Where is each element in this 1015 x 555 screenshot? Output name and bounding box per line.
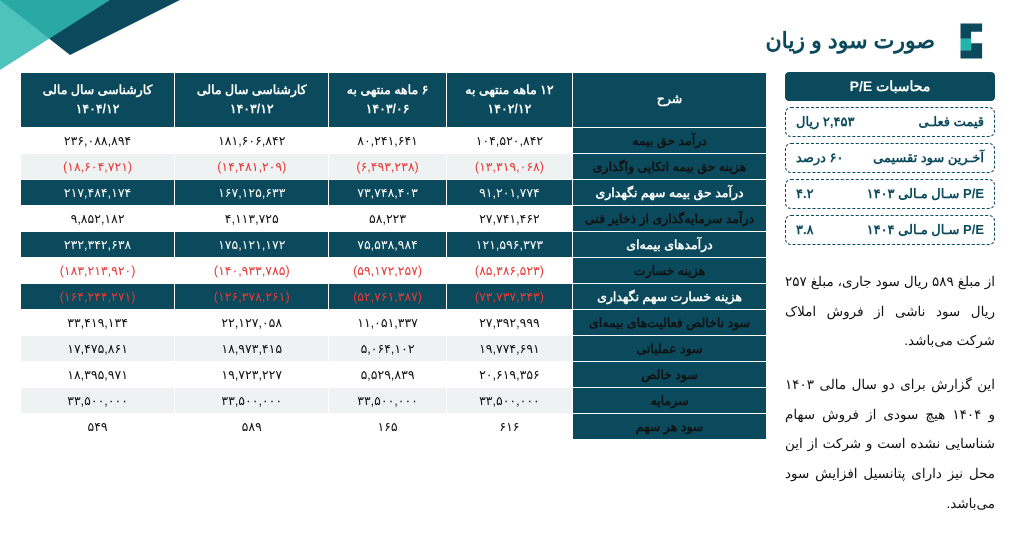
cell-value: ۱۸۱,۶۰۶,۸۴۲ xyxy=(175,127,329,153)
column-header: کارشناسی سال مالی۱۴۰۳/۱۲ xyxy=(175,73,329,128)
cell-value: ۱۹,۷۷۴,۶۹۱ xyxy=(446,335,572,361)
row-description: هزینه حق بیمه اتکایی واگذاری xyxy=(573,153,767,179)
cell-value: ۲۱۷,۴۸۴,۱۷۴ xyxy=(21,179,175,205)
cell-value: ۲۷,۷۴۱,۴۶۲ xyxy=(446,205,572,231)
cell-value: ۵۸۹ xyxy=(175,413,329,439)
cell-value: ۱۹,۷۲۳,۲۲۷ xyxy=(175,361,329,387)
cell-value: (۱۸۳,۲۱۳,۹۲۰) xyxy=(21,257,175,283)
cell-value: ۱۱,۰۵۱,۳۳۷ xyxy=(329,309,447,335)
cell-value: ۱۰۴,۵۲۰,۸۴۲ xyxy=(446,127,572,153)
table-row: هزینه حق بیمه اتکایی واگذاری(۱۳,۳۱۹,۰۶۸)… xyxy=(21,153,767,179)
row-description: درآمدهای بیمه‌ای xyxy=(573,231,767,257)
column-header: ۶ ماهه منتهی به۱۴۰۳/۰۶ xyxy=(329,73,447,128)
cell-value: ۱۷,۴۷۵,۸۶۱ xyxy=(21,335,175,361)
cell-value: ۳۳,۴۱۹,۱۳۴ xyxy=(21,309,175,335)
table-row: سود خالص۲۰,۶۱۹,۳۵۶۵,۵۲۹,۸۳۹۱۹,۷۲۳,۲۲۷۱۸,… xyxy=(21,361,767,387)
cell-value: (۱۸,۶۰۴,۷۲۱) xyxy=(21,153,175,179)
pe-value: ۳.۸ xyxy=(796,222,814,238)
cell-value: ۷۳,۷۴۸,۴۰۳ xyxy=(329,179,447,205)
company-logo-icon xyxy=(949,18,995,64)
cell-value: ۴,۱۱۳,۷۲۵ xyxy=(175,205,329,231)
column-header: شرح xyxy=(573,73,767,128)
cell-value: (۷۳,۷۳۷,۳۴۳) xyxy=(446,283,572,309)
cell-value: ۸۰,۲۴۱,۶۴۱ xyxy=(329,127,447,153)
pe-label: P/E سـال مـالی ۱۴۰۳ xyxy=(867,186,984,202)
row-description: سود خالص xyxy=(573,361,767,387)
cell-value: ۱۶۵ xyxy=(329,413,447,439)
cell-value: ۱۸,۳۹۵,۹۷۱ xyxy=(21,361,175,387)
cell-value: ۱۲۱,۵۹۶,۳۷۳ xyxy=(446,231,572,257)
cell-value: ۶۱۶ xyxy=(446,413,572,439)
row-description: سود هر سهم xyxy=(573,413,767,439)
table-row: هزینه خسارت(۸۵,۳۸۶,۵۲۳)(۵۹,۱۷۲,۲۵۷)(۱۴۰,… xyxy=(21,257,767,283)
cell-value: (۸۵,۳۸۶,۵۲۳) xyxy=(446,257,572,283)
row-description: درآمد حق بیمه xyxy=(573,127,767,153)
cell-value: ۷۵,۵۳۸,۹۸۴ xyxy=(329,231,447,257)
row-description: سود عملیاتی xyxy=(573,335,767,361)
cell-value: ۲۷,۳۹۲,۹۹۹ xyxy=(446,309,572,335)
pe-label: P/E سـال مـالی ۱۴۰۴ xyxy=(867,222,984,238)
cell-value: ۳۳,۵۰۰,۰۰۰ xyxy=(175,387,329,413)
row-description: سرمایه xyxy=(573,387,767,413)
table-row: درآمد حق بیمه۱۰۴,۵۲۰,۸۴۲۸۰,۲۴۱,۶۴۱۱۸۱,۶۰… xyxy=(21,127,767,153)
cell-value: (۶,۴۹۳,۲۳۸) xyxy=(329,153,447,179)
cell-value: ۲۳۲,۳۴۲,۶۳۸ xyxy=(21,231,175,257)
cell-value: (۱۳,۳۱۹,۰۶۸) xyxy=(446,153,572,179)
income-statement-table: شرح۱۲ ماهه منتهی به۱۴۰۲/۱۲۶ ماهه منتهی ب… xyxy=(20,72,767,440)
row-description: هزینه خسارت xyxy=(573,257,767,283)
table-row: درآمدهای بیمه‌ای۱۲۱,۵۹۶,۳۷۳۷۵,۵۳۸,۹۸۴۱۷۵… xyxy=(21,231,767,257)
table-row: درآمد حق بیمه سهم نگهداری۹۱,۲۰۱,۷۷۴۷۳,۷۴… xyxy=(21,179,767,205)
pe-label: قیمت فعلـی xyxy=(919,114,984,130)
pe-value: ۴.۲ xyxy=(796,186,814,202)
pe-panel-title: محاسبات P/E xyxy=(785,72,995,101)
row-description: درآمد سرمایه‌گذاری از ذخایر فنی xyxy=(573,205,767,231)
table-row: هزینه خسارت سهم نگهداری(۷۳,۷۳۷,۳۴۳)(۵۲,۷… xyxy=(21,283,767,309)
pe-row: آخـرین سود تقسیمی ۶۰ درصد xyxy=(785,143,995,173)
row-description: سود ناخالص فعالیت‌های بیمه‌ای xyxy=(573,309,767,335)
cell-value: (۱۶۴,۲۴۴,۲۷۱) xyxy=(21,283,175,309)
table-row: سود ناخالص فعالیت‌های بیمه‌ای۲۷,۳۹۲,۹۹۹۱… xyxy=(21,309,767,335)
cell-value: ۵,۵۲۹,۸۳۹ xyxy=(329,361,447,387)
row-description: هزینه خسارت سهم نگهداری xyxy=(573,283,767,309)
cell-value: (۱۴۰,۹۳۳,۷۸۵) xyxy=(175,257,329,283)
cell-value: ۲۲,۱۲۷,۰۵۸ xyxy=(175,309,329,335)
cell-value: ۹۱,۲۰۱,۷۷۴ xyxy=(446,179,572,205)
cell-value: ۱۷۵,۱۲۱,۱۷۲ xyxy=(175,231,329,257)
cell-value: ۵,۰۶۴,۱۰۲ xyxy=(329,335,447,361)
note-paragraph-1: از مبلغ ۵۸۹ ریال سود جاری، مبلغ ۲۵۷ ریال… xyxy=(785,267,995,356)
pe-value: ۲,۴۵۳ ریال xyxy=(796,114,854,130)
pe-row: قیمت فعلـی ۲,۴۵۳ ریال xyxy=(785,107,995,137)
cell-value: ۳۳,۵۰۰,۰۰۰ xyxy=(329,387,447,413)
table-row: سرمایه۳۳,۵۰۰,۰۰۰۳۳,۵۰۰,۰۰۰۳۳,۵۰۰,۰۰۰۳۳,۵… xyxy=(21,387,767,413)
cell-value: (۵۲,۷۶۱,۳۸۷) xyxy=(329,283,447,309)
table-row: سود هر سهم۶۱۶۱۶۵۵۸۹۵۴۹ xyxy=(21,413,767,439)
row-description: درآمد حق بیمه سهم نگهداری xyxy=(573,179,767,205)
cell-value: ۲۳۶,۰۸۸,۸۹۴ xyxy=(21,127,175,153)
cell-value: ۹,۸۵۲,۱۸۲ xyxy=(21,205,175,231)
column-header: کارشناسی سال مالی۱۴۰۴/۱۲ xyxy=(21,73,175,128)
cell-value: ۲۰,۶۱۹,۳۵۶ xyxy=(446,361,572,387)
pe-panel: محاسبات P/E قیمت فعلـی ۲,۴۵۳ ریال آخـرین س… xyxy=(785,72,995,519)
cell-value: ۱۶۷,۱۲۵,۶۳۳ xyxy=(175,179,329,205)
cell-value: ۵۴۹ xyxy=(21,413,175,439)
pe-row: P/E سـال مـالی ۱۴۰۴ ۳.۸ xyxy=(785,215,995,245)
note-paragraph-2: این گزارش برای دو سال مالی ۱۴۰۳ و ۱۴۰۴ ه… xyxy=(785,370,995,518)
page-title: صورت سود و زیان xyxy=(765,28,935,54)
cell-value: (۱۲۶,۳۷۸,۲۶۱) xyxy=(175,283,329,309)
cell-value: (۱۴,۴۸۱,۲۰۹) xyxy=(175,153,329,179)
cell-value: ۳۳,۵۰۰,۰۰۰ xyxy=(21,387,175,413)
cell-value: ۱۸,۹۷۳,۴۱۵ xyxy=(175,335,329,361)
cell-value: ۳۳,۵۰۰,۰۰۰ xyxy=(446,387,572,413)
cell-value: (۵۹,۱۷۲,۲۵۷) xyxy=(329,257,447,283)
pe-label: آخـرین سود تقسیمی xyxy=(873,150,984,166)
cell-value: ۵۸,۲۲۳ xyxy=(329,205,447,231)
table-row: سود عملیاتی۱۹,۷۷۴,۶۹۱۵,۰۶۴,۱۰۲۱۸,۹۷۳,۴۱۵… xyxy=(21,335,767,361)
column-header: ۱۲ ماهه منتهی به۱۴۰۲/۱۲ xyxy=(446,73,572,128)
pe-value: ۶۰ درصد xyxy=(796,150,844,166)
table-row: درآمد سرمایه‌گذاری از ذخایر فنی۲۷,۷۴۱,۴۶… xyxy=(21,205,767,231)
pe-row: P/E سـال مـالی ۱۴۰۳ ۴.۲ xyxy=(785,179,995,209)
